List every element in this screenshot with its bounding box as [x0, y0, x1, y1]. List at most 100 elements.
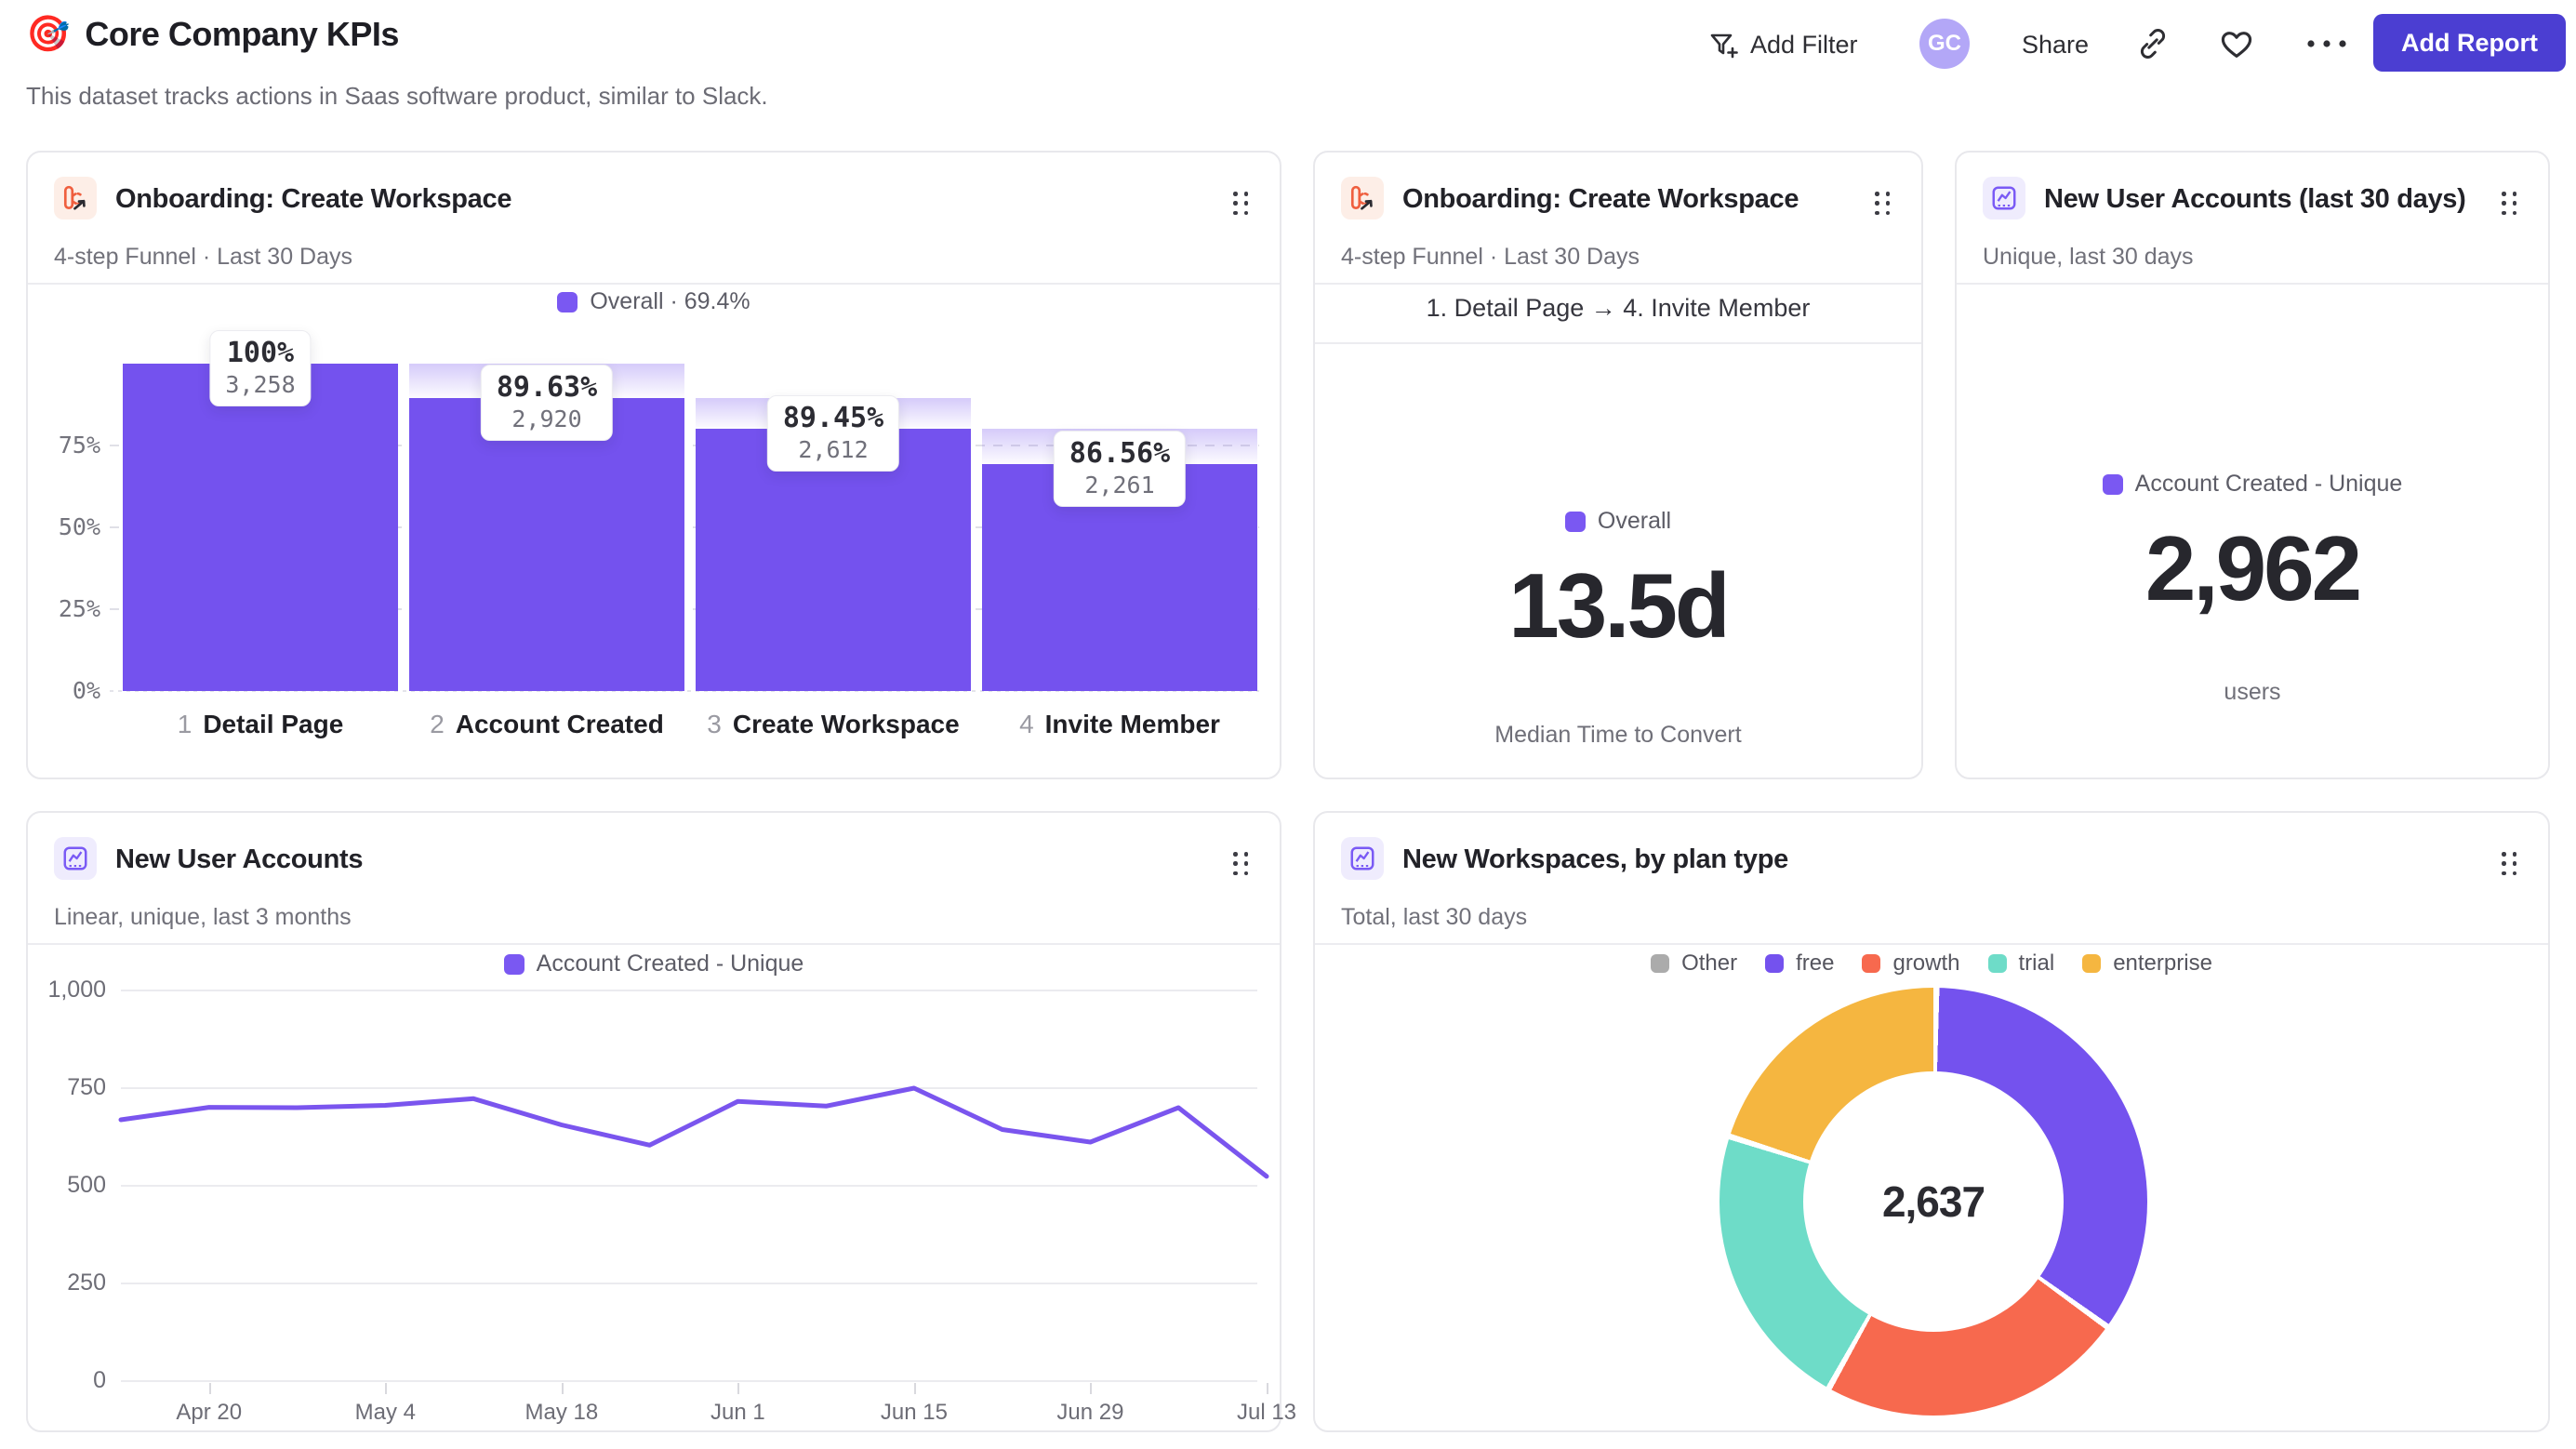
funnel-plot: 75% 50% 25% 0% 100% 3,258 1 Detail Page 89.63% 2,…: [28, 153, 1280, 778]
card-subtitle: 4-step Funnel · Last 30 Days: [54, 244, 352, 270]
y-axis-label: 750: [67, 1074, 106, 1100]
median-legend-label: Overall: [1597, 508, 1672, 534]
donut-legend-item[interactable]: enterprise: [2082, 950, 2212, 977]
legend-swatch: [1987, 954, 2007, 973]
share-label: Share: [2022, 31, 2090, 59]
funnel-bar[interactable]: [696, 428, 971, 691]
add-report-button[interactable]: Add Report: [2373, 14, 2566, 72]
funnel-bar-tooltip: 89.63% 2,920: [480, 364, 614, 441]
add-filter-label: Add Filter: [1750, 30, 1858, 59]
gridline: [110, 690, 1259, 692]
page-title: 🎯 Core Company KPIs: [26, 15, 399, 54]
link-icon[interactable]: [2135, 26, 2171, 61]
target-icon: 🎯: [26, 15, 71, 54]
x-axis-label: May 18: [524, 1400, 599, 1425]
step-name: Account Created: [455, 710, 664, 738]
gridline: [121, 1380, 1257, 1382]
card-median-time: Onboarding: Create Workspace 4-step Funn…: [1313, 151, 1923, 779]
gridline: [121, 990, 1257, 991]
page-subtitle: This dataset tracks actions in Saas soft…: [26, 82, 768, 110]
drag-handle-icon[interactable]: [1233, 852, 1250, 876]
funnel-step-label: 4 Invite Member: [1019, 710, 1220, 739]
x-axis-tick: [737, 1383, 740, 1394]
filter-icon: [1710, 33, 1738, 59]
donut-legend-item[interactable]: growth: [1862, 950, 1960, 977]
x-axis-tick: [385, 1383, 388, 1394]
unique-users-value: 2,962: [2144, 517, 2362, 619]
gridline: [121, 1185, 1257, 1187]
funnel-legend: Overall · 69.4%: [28, 288, 1280, 315]
favorite-heart-icon[interactable]: [2217, 24, 2256, 63]
card-workspaces-by-plan: New Workspaces, by plan type Total, last…: [1313, 811, 2550, 1432]
funnel-step-percentage: 89.45%: [782, 401, 884, 434]
funnel-step-count: 2,920: [511, 405, 582, 432]
funnel-step-label: 1 Detail Page: [178, 710, 344, 739]
funnel-step-percentage: 89.63%: [496, 370, 598, 404]
funnel-bar-tooltip: 89.45% 2,612: [766, 394, 900, 472]
step-number: 3: [707, 710, 722, 738]
line-legend: Account Created - Unique: [28, 950, 1280, 977]
donut-legend-item[interactable]: free: [1765, 950, 1834, 977]
y-axis-label: 250: [67, 1270, 106, 1296]
gridline: [110, 526, 1259, 528]
y-axis-label: 50%: [58, 513, 100, 540]
funnel-bar[interactable]: [409, 397, 684, 691]
card-title: Onboarding: Create Workspace: [115, 184, 512, 214]
donut-legend-label: trial: [2018, 950, 2055, 976]
line-chart-icon: [1341, 837, 1384, 880]
median-time-value: 13.5d: [1508, 554, 1731, 657]
donut-legend-label: free: [1796, 950, 1835, 976]
y-axis-label: 1,000: [47, 977, 106, 1003]
x-axis-tick: [208, 1383, 211, 1394]
avatar[interactable]: GC: [1919, 19, 1970, 69]
line-plot: 0 250 500 750 1,000 Apr 20 May 4 May 18 Jun 1 Jun…: [28, 813, 1296, 1430]
y-axis-label: 25%: [58, 595, 100, 622]
card-new-accounts-trend: New User Accounts Linear, unique, last 3…: [26, 811, 1296, 1432]
funnel-step-count: 3,258: [225, 371, 296, 398]
step-name: Create Workspace: [732, 710, 960, 738]
drag-handle-icon[interactable]: [1233, 192, 1250, 216]
funnel-bar-tooltip: 100% 3,258: [209, 330, 312, 406]
legend-swatch: [1765, 954, 1785, 973]
card-title: New User Accounts (last 30 days): [2044, 184, 2466, 214]
funnel-legend-label: Overall · 69.4%: [590, 288, 750, 314]
x-axis-label: Jun 1: [710, 1400, 765, 1425]
y-axis-label: 0%: [72, 677, 100, 704]
y-axis-label: 75%: [58, 432, 100, 459]
share-button[interactable]: Share: [2022, 31, 2089, 60]
funnel-chart-icon: [1341, 177, 1384, 219]
x-axis-tick: [561, 1383, 564, 1394]
drag-handle-icon[interactable]: [1875, 192, 1892, 216]
more-options-icon[interactable]: [2304, 37, 2349, 50]
x-axis-tick: [913, 1383, 916, 1394]
funnel-bar[interactable]: [123, 364, 398, 691]
step-name: Detail Page: [203, 710, 344, 738]
funnel-step-count: 2,261: [1084, 471, 1155, 499]
step-number: 4: [1019, 710, 1034, 738]
gridline: [121, 1283, 1257, 1284]
donut-legend-label: Other: [1681, 950, 1738, 976]
funnel-step-percentage: 100%: [226, 337, 295, 369]
step-number: 1: [177, 710, 193, 738]
funnel-step-percentage: 86.56%: [1069, 436, 1171, 470]
page-title-text: Core Company KPIs: [85, 15, 399, 53]
drag-handle-icon[interactable]: [2502, 192, 2518, 216]
x-axis-label: Jul 13: [1236, 1400, 1297, 1425]
trend-line[interactable]: [28, 813, 1283, 1434]
funnel-step-label: 3 Create Workspace: [707, 710, 959, 739]
x-axis-label: Jun 15: [880, 1400, 948, 1425]
drag-handle-icon[interactable]: [2502, 852, 2518, 876]
donut-ring[interactable]: 2,637: [1720, 988, 2147, 1416]
card-funnel: Onboarding: Create Workspace 4-step Funn…: [26, 151, 1281, 779]
card-subtitle: 4-step Funnel · Last 30 Days: [1341, 244, 1640, 270]
legend-swatch: [1862, 954, 1881, 973]
donut-legend-item[interactable]: Other: [1651, 950, 1737, 977]
line-legend-label: Account Created - Unique: [536, 950, 804, 977]
unique-users-caption: users: [2224, 679, 2281, 705]
donut-legend-item[interactable]: trial: [1987, 950, 2055, 977]
add-filter-button[interactable]: Add Filter: [1707, 22, 1858, 67]
x-axis-label: Jun 29: [1056, 1400, 1124, 1425]
card-subtitle: Total, last 30 days: [1341, 904, 1528, 930]
card-new-accounts-30d: New User Accounts (last 30 days) Unique,…: [1955, 151, 2550, 779]
